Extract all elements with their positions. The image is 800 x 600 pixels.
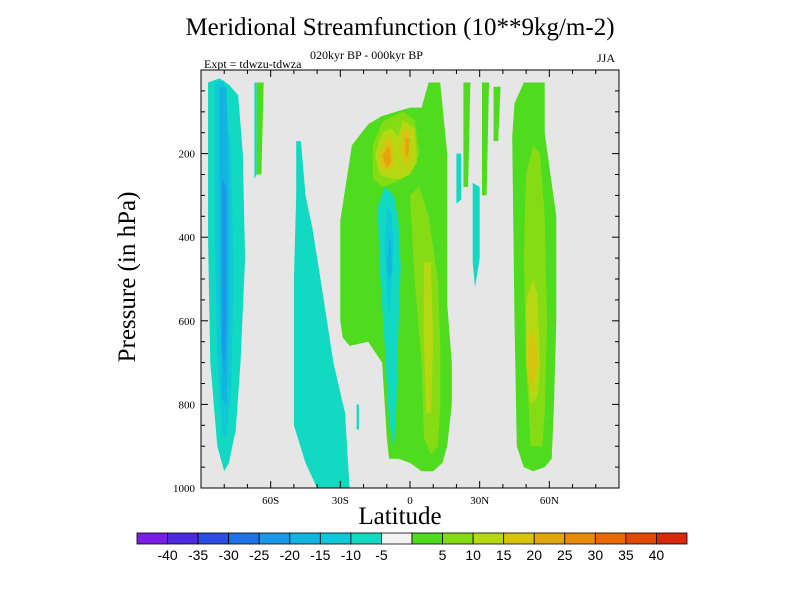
- axes: 60S 30S 0 30N 60N 200 400 600 800 1000: [173, 70, 620, 507]
- contour-region: [456, 153, 462, 204]
- contour-region: [382, 145, 392, 169]
- colorbar-label: 15: [496, 547, 512, 563]
- colorbar-label: 35: [618, 547, 634, 563]
- colorbar-label: -35: [188, 547, 208, 563]
- contour-region: [463, 82, 471, 187]
- colorbar-swatch: [350, 532, 382, 545]
- contour-region: [386, 237, 392, 279]
- x-axis-label: Latitude: [358, 503, 442, 530]
- colorbar-label: 5: [439, 547, 447, 563]
- contour-region: [493, 86, 501, 142]
- colorbar-label: 25: [557, 547, 573, 563]
- colorbar-swatch: [625, 532, 657, 545]
- colorbar-label: -25: [249, 547, 269, 563]
- contour-region: [472, 182, 480, 288]
- colorbar-swatch: [381, 532, 413, 545]
- colorbar-swatch: [167, 532, 199, 545]
- y-tick-label: 800: [179, 399, 196, 411]
- colorbar-swatch: [136, 532, 168, 545]
- season-label: JJA: [597, 51, 616, 65]
- x-tick-label: 60N: [540, 495, 559, 507]
- colorbar-swatch: [411, 532, 443, 545]
- chart-subtitle: 020kyr BP - 000kyr BP: [310, 48, 423, 62]
- experiment-label: Expt = tdwzu-tdwza: [204, 57, 302, 71]
- colorbar-swatch: [319, 532, 352, 545]
- contour-region: [528, 329, 538, 388]
- colorbar-swatch: [442, 532, 474, 545]
- x-tick-label: 30S: [332, 495, 349, 507]
- colorbar-swatch: [594, 532, 627, 545]
- y-tick-label: 1000: [173, 483, 196, 495]
- y-tick-label: 200: [179, 149, 196, 161]
- x-tick-label: 0: [407, 495, 413, 507]
- colorbar-label: -5: [375, 547, 388, 563]
- contour-region: [482, 82, 489, 196]
- contour-fills: [208, 78, 557, 488]
- colorbar-label: -10: [341, 547, 361, 563]
- colorbar-swatch: [533, 532, 566, 545]
- colorbar-swatch: [197, 532, 230, 545]
- colorbar-swatch: [656, 532, 688, 545]
- colorbar-swatch: [228, 532, 260, 545]
- colorbar-swatch: [503, 532, 535, 545]
- colorbar-label: 30: [588, 547, 604, 563]
- colorbar-label: -20: [280, 547, 300, 563]
- contour-region: [293, 141, 350, 488]
- contour-region: [423, 262, 434, 413]
- colorbar-label: -40: [157, 547, 177, 563]
- contour-region: [256, 82, 264, 175]
- colorbar-label: 20: [526, 547, 542, 563]
- colorbar-label: 40: [649, 547, 665, 563]
- colorbar-swatch: [564, 532, 596, 545]
- colorbar-label: 10: [465, 547, 481, 563]
- colorbar-swatch: [472, 532, 505, 545]
- contour-region: [405, 136, 410, 158]
- colorbar-label: -30: [219, 547, 239, 563]
- colorbar-label: -15: [310, 547, 330, 563]
- contour-region: [377, 187, 401, 451]
- x-tick-label: 60S: [262, 495, 279, 507]
- contour-region: [254, 82, 257, 179]
- colorbar-swatch: [289, 532, 321, 545]
- y-tick-label: 600: [179, 316, 196, 328]
- colorbar-swatch: [258, 532, 291, 545]
- x-tick-label: 30N: [470, 495, 489, 507]
- chart-title: Meridional Streamfunction (10**9kg/m-2): [185, 14, 615, 41]
- contour-region: [356, 404, 359, 430]
- colorbar: -40 -35 -30 -25 -20 -15 -10 -5 5 10 15 20 25 30 35 40: [136, 532, 688, 563]
- contour-region: [221, 178, 227, 376]
- y-tick-label: 400: [179, 232, 196, 244]
